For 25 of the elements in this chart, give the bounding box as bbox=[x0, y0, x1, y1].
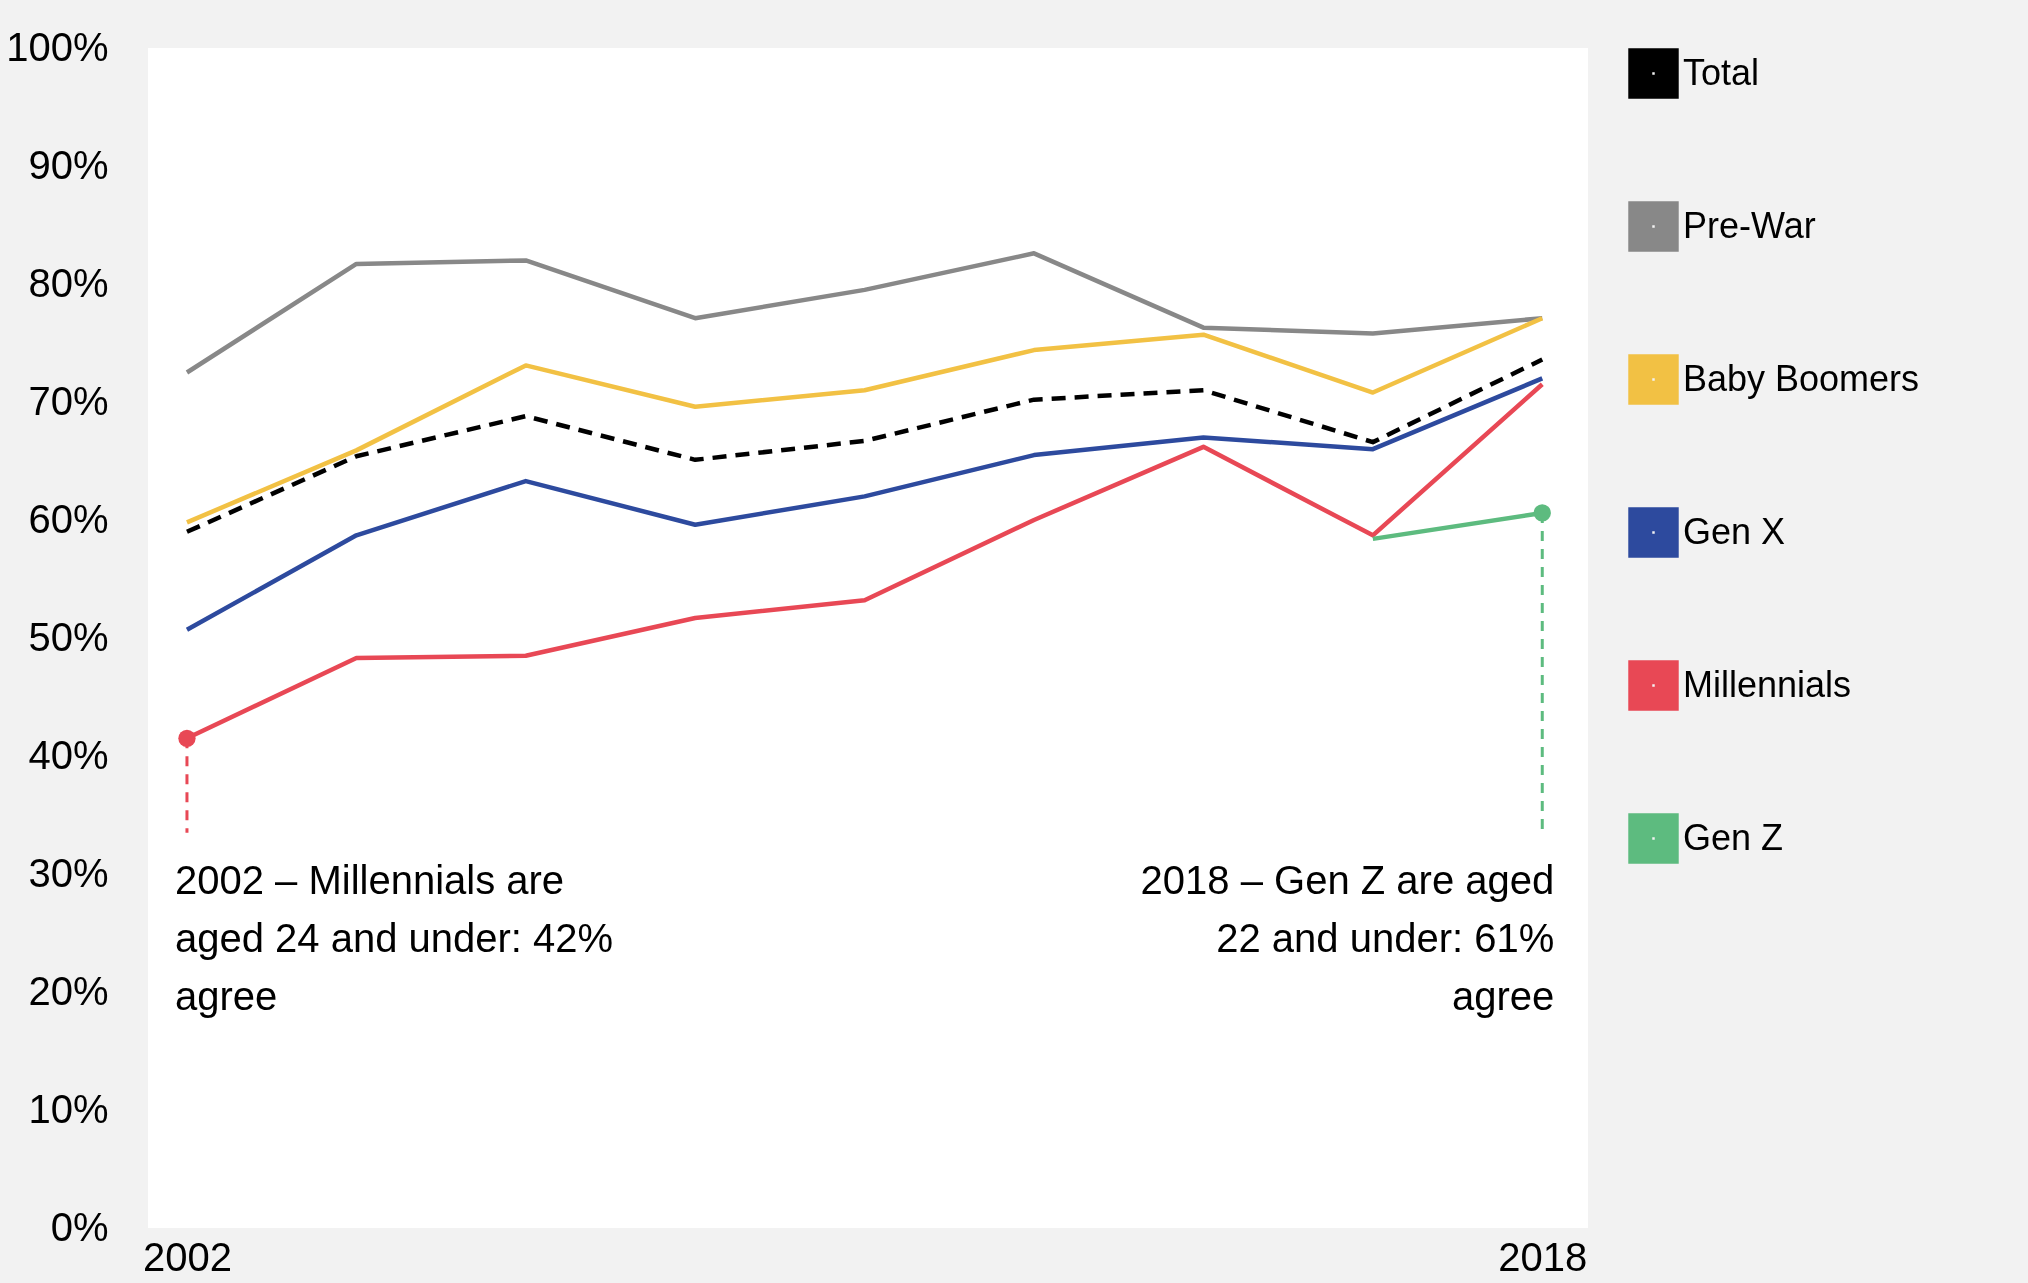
y-tick-label: 60% bbox=[28, 496, 109, 541]
legend-label: Gen Z bbox=[1683, 816, 1784, 858]
annotation: 2002 – Millennials are aged 24 and under: 42% agree bbox=[174, 858, 614, 1019]
annotation: 2018 – Gen Z are aged 22 and under: 61% agree bbox=[1140, 858, 1555, 1019]
line-series bbox=[184, 315, 1545, 525]
legend-label: Gen X bbox=[1683, 510, 1786, 552]
line-series bbox=[184, 357, 1545, 535]
y-tick-label: 0% bbox=[50, 1204, 109, 1249]
legend-label: Pre-War bbox=[1683, 204, 1816, 246]
y-tick-label: 100% bbox=[6, 24, 109, 69]
y-tick-label: 50% bbox=[28, 614, 109, 659]
x-tick-label: 2018 bbox=[1498, 1234, 1588, 1279]
y-tick-label: 20% bbox=[28, 968, 109, 1013]
y-tick-label: 70% bbox=[28, 378, 109, 423]
y-tick-label: 10% bbox=[28, 1086, 109, 1131]
line-series bbox=[184, 251, 1545, 375]
legend-label: Total bbox=[1683, 51, 1760, 93]
legend-label: Baby Boomers bbox=[1683, 357, 1920, 399]
x-tick-label: 2002 bbox=[142, 1234, 232, 1279]
y-tick-label: 90% bbox=[28, 142, 109, 187]
y-tick-label: 30% bbox=[28, 850, 109, 895]
legend-label: Millennials bbox=[1683, 663, 1852, 705]
line-series bbox=[184, 376, 1545, 632]
y-tick-label: 40% bbox=[28, 732, 109, 777]
y-tick-label: 80% bbox=[28, 260, 109, 305]
